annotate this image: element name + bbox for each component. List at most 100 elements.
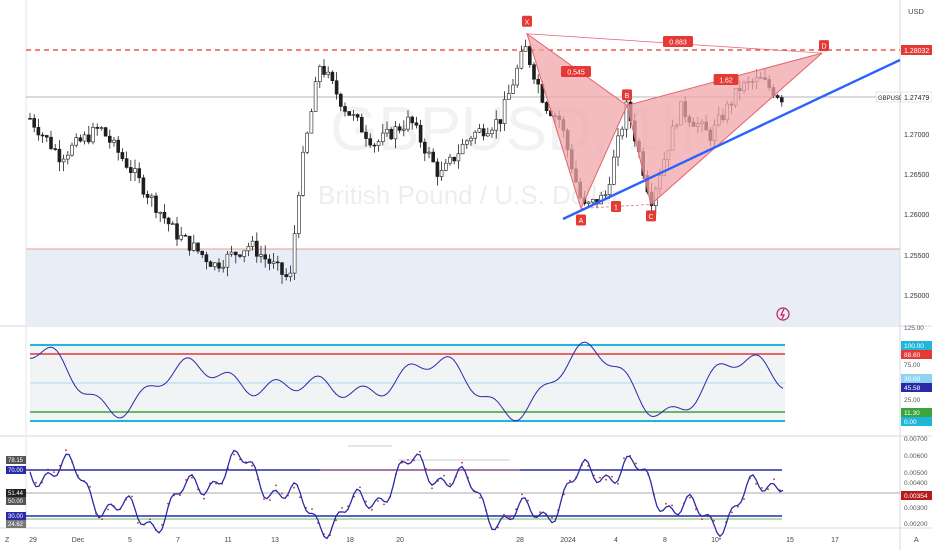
- pattern-ratio-bcd-badge[interactable]: [713, 74, 739, 85]
- candle-body: [506, 93, 511, 100]
- candle-body: [74, 137, 78, 146]
- time-axis[interactable]: Z A 29 Dec 5 7 11 13 18 20 28 2024 4 8 10 15 17: [5, 537, 919, 544]
- osc2-left-label: 70.00: [8, 468, 24, 474]
- oscillator-pane-1[interactable]: 125.00 100.00 88.60 75.00 30.00 45.58 25…: [29, 325, 932, 426]
- candle-body: [120, 152, 125, 160]
- candle-body: [275, 261, 280, 264]
- pattern-point-d-badge[interactable]: [819, 40, 829, 52]
- candle-body: [620, 128, 625, 137]
- price-tick: 1.27000: [904, 132, 929, 139]
- candle-body: [385, 129, 389, 134]
- pattern-point-c-badge[interactable]: [646, 210, 656, 222]
- time-axis-corner-right[interactable]: A: [914, 537, 919, 544]
- candle-body: [431, 151, 436, 163]
- candle-body: [544, 102, 549, 111]
- osc2-dot: [665, 502, 667, 505]
- oscillator-pane-2[interactable]: 78.15 70.00 51.44 50.00 30.00 24.62 0.00…: [6, 436, 932, 540]
- osc2-left-label: 51.44: [8, 491, 24, 497]
- candle-body: [515, 67, 520, 86]
- osc2-dot: [203, 497, 205, 500]
- time-axis-corner-left[interactable]: Z: [5, 537, 10, 544]
- currency-badge[interactable]: [906, 4, 926, 18]
- candle-body: [527, 46, 532, 65]
- osc1-level-label: 30.00: [904, 376, 921, 383]
- osc2-dot: [767, 488, 769, 491]
- osc2-dot: [599, 476, 601, 479]
- osc1-axis-tick: 75.00: [904, 362, 921, 369]
- candle-body: [393, 126, 398, 140]
- candle-body: [301, 151, 305, 196]
- pattern-ratio-xad-badge[interactable]: [663, 36, 693, 47]
- osc2-dot: [335, 519, 337, 522]
- osc2-dot: [179, 494, 181, 497]
- candle-body: [359, 116, 364, 133]
- candle-body: [368, 138, 373, 146]
- candle-body: [204, 254, 209, 263]
- candle-body: [401, 128, 406, 131]
- candle-body: [196, 242, 200, 252]
- candle-body: [116, 139, 120, 153]
- pattern-point-x-badge[interactable]: [522, 15, 532, 27]
- candle-body: [137, 168, 141, 179]
- candle-body: [372, 144, 377, 147]
- osc2-dot: [29, 469, 31, 472]
- pattern-ratio-xab: 0.545: [567, 70, 585, 77]
- candle-body: [238, 254, 242, 257]
- osc2-dot: [275, 484, 277, 487]
- candle-body: [427, 151, 431, 154]
- osc2-dot: [281, 492, 283, 495]
- osc2-dot: [251, 464, 253, 467]
- candle-body: [317, 65, 322, 82]
- pattern-point-extra: 1: [614, 205, 618, 212]
- time-axis-label: 7: [176, 537, 180, 544]
- osc2-line: [29, 449, 784, 540]
- candle-body: [82, 134, 87, 142]
- osc2-dot: [131, 495, 133, 498]
- alert-icon[interactable]: [776, 307, 790, 321]
- target-price-badge: [901, 45, 932, 55]
- pattern-ratio-xab-badge[interactable]: [561, 66, 591, 77]
- osc2-dot: [215, 482, 217, 485]
- candle-body: [536, 78, 541, 85]
- time-axis-label: 28: [516, 537, 524, 544]
- candle-body: [44, 135, 49, 138]
- candle-body: [179, 234, 183, 240]
- price-axis[interactable]: USD 1.27000 1.26500 1.26000 1.25500 1.25…: [875, 4, 932, 300]
- pattern-point-extra-badge[interactable]: [611, 201, 621, 212]
- osc2-left-label: 50.00: [8, 499, 24, 505]
- osc2-dot: [521, 493, 523, 496]
- candle-body: [141, 177, 146, 195]
- uptrend-line[interactable]: [562, 58, 901, 221]
- price-tick: 1.26500: [904, 172, 929, 179]
- candle-body: [590, 199, 595, 203]
- pattern-point-b-badge[interactable]: [622, 89, 632, 101]
- osc2-dot: [35, 481, 37, 484]
- candle-body: [229, 251, 234, 255]
- candle-body: [498, 119, 503, 124]
- candle-body: [91, 127, 95, 143]
- osc1-axis-tick: 25.00: [904, 397, 921, 404]
- candle-body: [347, 111, 352, 116]
- candle-body: [418, 124, 423, 143]
- pattern-point-a: A: [579, 218, 584, 225]
- candle-body: [175, 223, 179, 240]
- osc1-axis-tick: 125.00: [904, 325, 924, 332]
- candle-body: [259, 254, 263, 257]
- osc2-dot: [671, 504, 673, 507]
- candle-body: [150, 195, 154, 198]
- candle-body: [103, 127, 108, 137]
- osc2-dot: [587, 465, 589, 467]
- candle-body: [296, 195, 301, 234]
- pattern-point-a-badge[interactable]: [576, 214, 586, 226]
- osc2-left-label: 78.15: [8, 458, 24, 464]
- currency-label: USD: [908, 7, 924, 16]
- candle-body: [473, 131, 478, 139]
- osc2-dot: [659, 514, 661, 517]
- osc2-axis-tick: 0.00700: [904, 436, 928, 443]
- candle-body: [87, 134, 91, 143]
- osc2-dot: [479, 496, 481, 499]
- osc1-current-badge: [901, 383, 932, 392]
- osc2-left-badge: [6, 489, 26, 497]
